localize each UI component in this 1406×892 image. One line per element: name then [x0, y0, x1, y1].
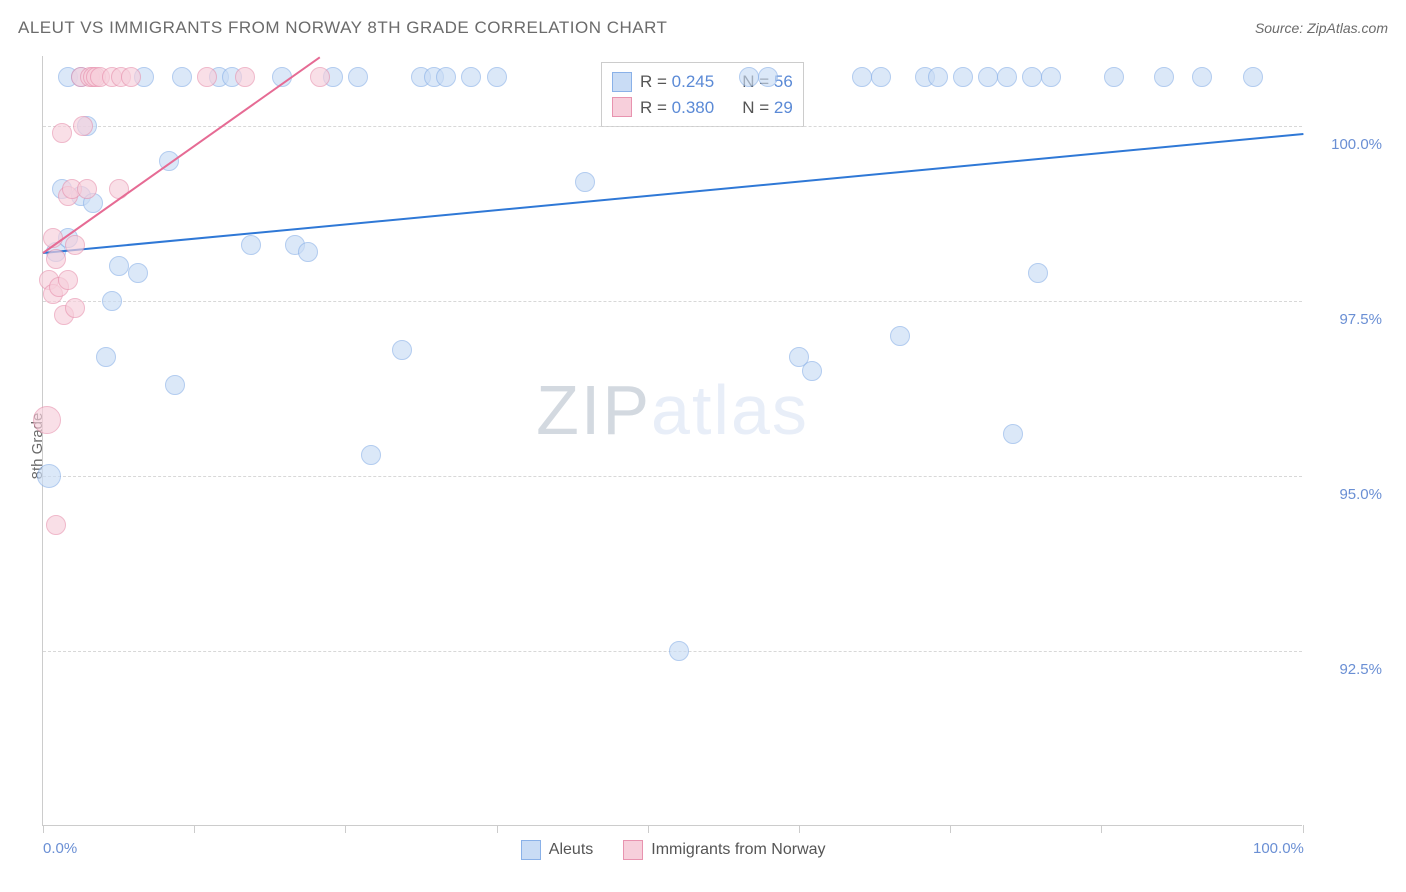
- watermark-part2: atlas: [651, 371, 809, 449]
- scatter-point: [96, 347, 116, 367]
- x-tick-label: 100.0%: [1253, 840, 1304, 857]
- watermark-part1: ZIP: [536, 371, 651, 449]
- scatter-point: [65, 235, 85, 255]
- x-tick: [648, 825, 649, 833]
- legend-swatch: [623, 840, 643, 860]
- y-tick-label: 95.0%: [1339, 486, 1382, 503]
- bottom-legend: Aleuts Immigrants from Norway: [521, 840, 826, 860]
- scatter-point: [1041, 67, 1061, 87]
- scatter-point: [1192, 67, 1212, 87]
- legend-label: Immigrants from Norway: [651, 841, 825, 859]
- legend-swatch: [521, 840, 541, 860]
- x-tick: [497, 825, 498, 833]
- scatter-point: [109, 256, 129, 276]
- inset-legend-row: R = 0.380 N = 29: [612, 95, 793, 121]
- scatter-point: [1028, 263, 1048, 283]
- scatter-point: [392, 340, 412, 360]
- scatter-point: [852, 67, 872, 87]
- r-label: R = 0.380: [640, 95, 714, 121]
- scatter-point: [128, 263, 148, 283]
- scatter-point: [871, 67, 891, 87]
- scatter-point: [361, 445, 381, 465]
- x-tick: [1101, 825, 1102, 833]
- scatter-point: [928, 67, 948, 87]
- trend-line: [43, 133, 1303, 254]
- scatter-point: [436, 67, 456, 87]
- scatter-point: [121, 67, 141, 87]
- scatter-point: [197, 67, 217, 87]
- scatter-point: [77, 179, 97, 199]
- scatter-point: [46, 515, 66, 535]
- scatter-point: [52, 123, 72, 143]
- x-tick: [43, 825, 44, 833]
- legend-swatch: [612, 72, 632, 92]
- scatter-point: [37, 464, 61, 488]
- legend-label: Aleuts: [549, 841, 593, 859]
- legend-item: Immigrants from Norway: [623, 840, 825, 860]
- gridline-h: [43, 301, 1302, 302]
- scatter-point: [73, 116, 93, 136]
- scatter-point: [310, 67, 330, 87]
- scatter-point: [46, 249, 66, 269]
- x-tick: [799, 825, 800, 833]
- x-tick: [1303, 825, 1304, 833]
- scatter-point: [997, 67, 1017, 87]
- scatter-point: [58, 270, 78, 290]
- legend-item: Aleuts: [521, 840, 593, 860]
- scatter-point: [802, 361, 822, 381]
- scatter-point: [575, 172, 595, 192]
- y-tick-label: 97.5%: [1339, 311, 1382, 328]
- scatter-point: [172, 67, 192, 87]
- scatter-point: [1243, 67, 1263, 87]
- y-tick-label: 100.0%: [1331, 136, 1382, 153]
- x-tick: [950, 825, 951, 833]
- plot-area: ZIPatlas R = 0.245N = 56R = 0.380N = 29 …: [42, 56, 1302, 826]
- r-value: 0.380: [672, 98, 715, 117]
- legend-swatch: [612, 97, 632, 117]
- scatter-point: [109, 179, 129, 199]
- scatter-point: [1154, 67, 1174, 87]
- gridline-h: [43, 476, 1302, 477]
- scatter-point: [953, 67, 973, 87]
- scatter-point: [1104, 67, 1124, 87]
- scatter-point: [669, 641, 689, 661]
- chart-title: ALEUT VS IMMIGRANTS FROM NORWAY 8TH GRAD…: [18, 18, 667, 38]
- scatter-point: [758, 67, 778, 87]
- scatter-point: [102, 291, 122, 311]
- scatter-point: [978, 67, 998, 87]
- x-tick-label: 0.0%: [43, 840, 77, 857]
- chart-source: Source: ZipAtlas.com: [1255, 20, 1388, 36]
- scatter-point: [33, 406, 61, 434]
- scatter-point: [1003, 424, 1023, 444]
- n-label: N = 29: [742, 95, 793, 121]
- scatter-point: [348, 67, 368, 87]
- gridline-h: [43, 126, 1302, 127]
- r-value: 0.245: [672, 72, 715, 91]
- scatter-point: [165, 375, 185, 395]
- scatter-point: [65, 298, 85, 318]
- r-label: R = 0.245: [640, 69, 714, 95]
- scatter-point: [739, 67, 759, 87]
- scatter-point: [298, 242, 318, 262]
- n-value: 29: [774, 98, 793, 117]
- scatter-point: [487, 67, 507, 87]
- chart-header: ALEUT VS IMMIGRANTS FROM NORWAY 8TH GRAD…: [18, 18, 1388, 38]
- scatter-point: [461, 67, 481, 87]
- chart-container: ALEUT VS IMMIGRANTS FROM NORWAY 8TH GRAD…: [0, 0, 1406, 892]
- y-tick-label: 92.5%: [1339, 661, 1382, 678]
- scatter-point: [890, 326, 910, 346]
- x-tick: [345, 825, 346, 833]
- watermark: ZIPatlas: [536, 370, 809, 450]
- scatter-point: [241, 235, 261, 255]
- scatter-point: [235, 67, 255, 87]
- scatter-point: [1022, 67, 1042, 87]
- x-tick: [194, 825, 195, 833]
